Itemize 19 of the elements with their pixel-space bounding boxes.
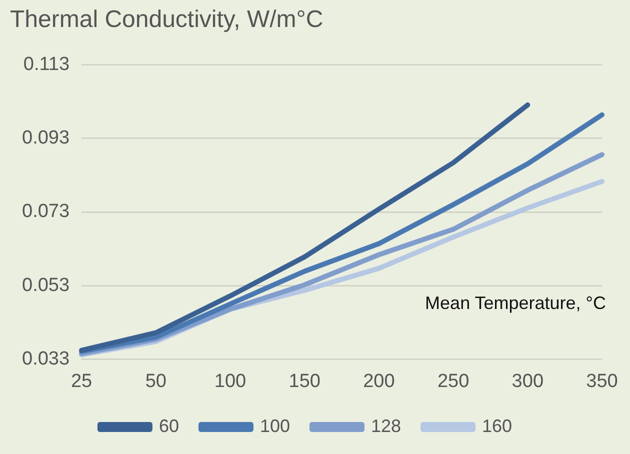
y-tick-label: 0.073 [22,201,70,222]
x-tick-label: 50 [145,370,166,392]
x-tick-label: 100 [214,370,246,392]
x-axis-title: Mean Temperature, °C [425,293,606,314]
y-tick-label: 0.033 [22,348,70,370]
x-tick-label: 150 [288,370,320,392]
x-tick-label: 200 [363,370,395,392]
x-tick-label: 300 [512,370,544,392]
legend-label: 100 [260,416,290,436]
legend-label: 160 [482,416,512,436]
y-tick-label: 0.053 [22,274,70,296]
legend-label: 128 [370,416,402,436]
x-tick-label: 350 [586,370,618,392]
chart-title: Thermal Conductivity, W/m°C [10,6,324,34]
y-tick-label: 0.113 [23,54,70,76]
x-tick-label: 250 [437,370,470,392]
legend-label: 60 [158,416,179,436]
y-tick-label: 0.093 [22,128,70,149]
x-tick-label: 25 [70,370,92,392]
